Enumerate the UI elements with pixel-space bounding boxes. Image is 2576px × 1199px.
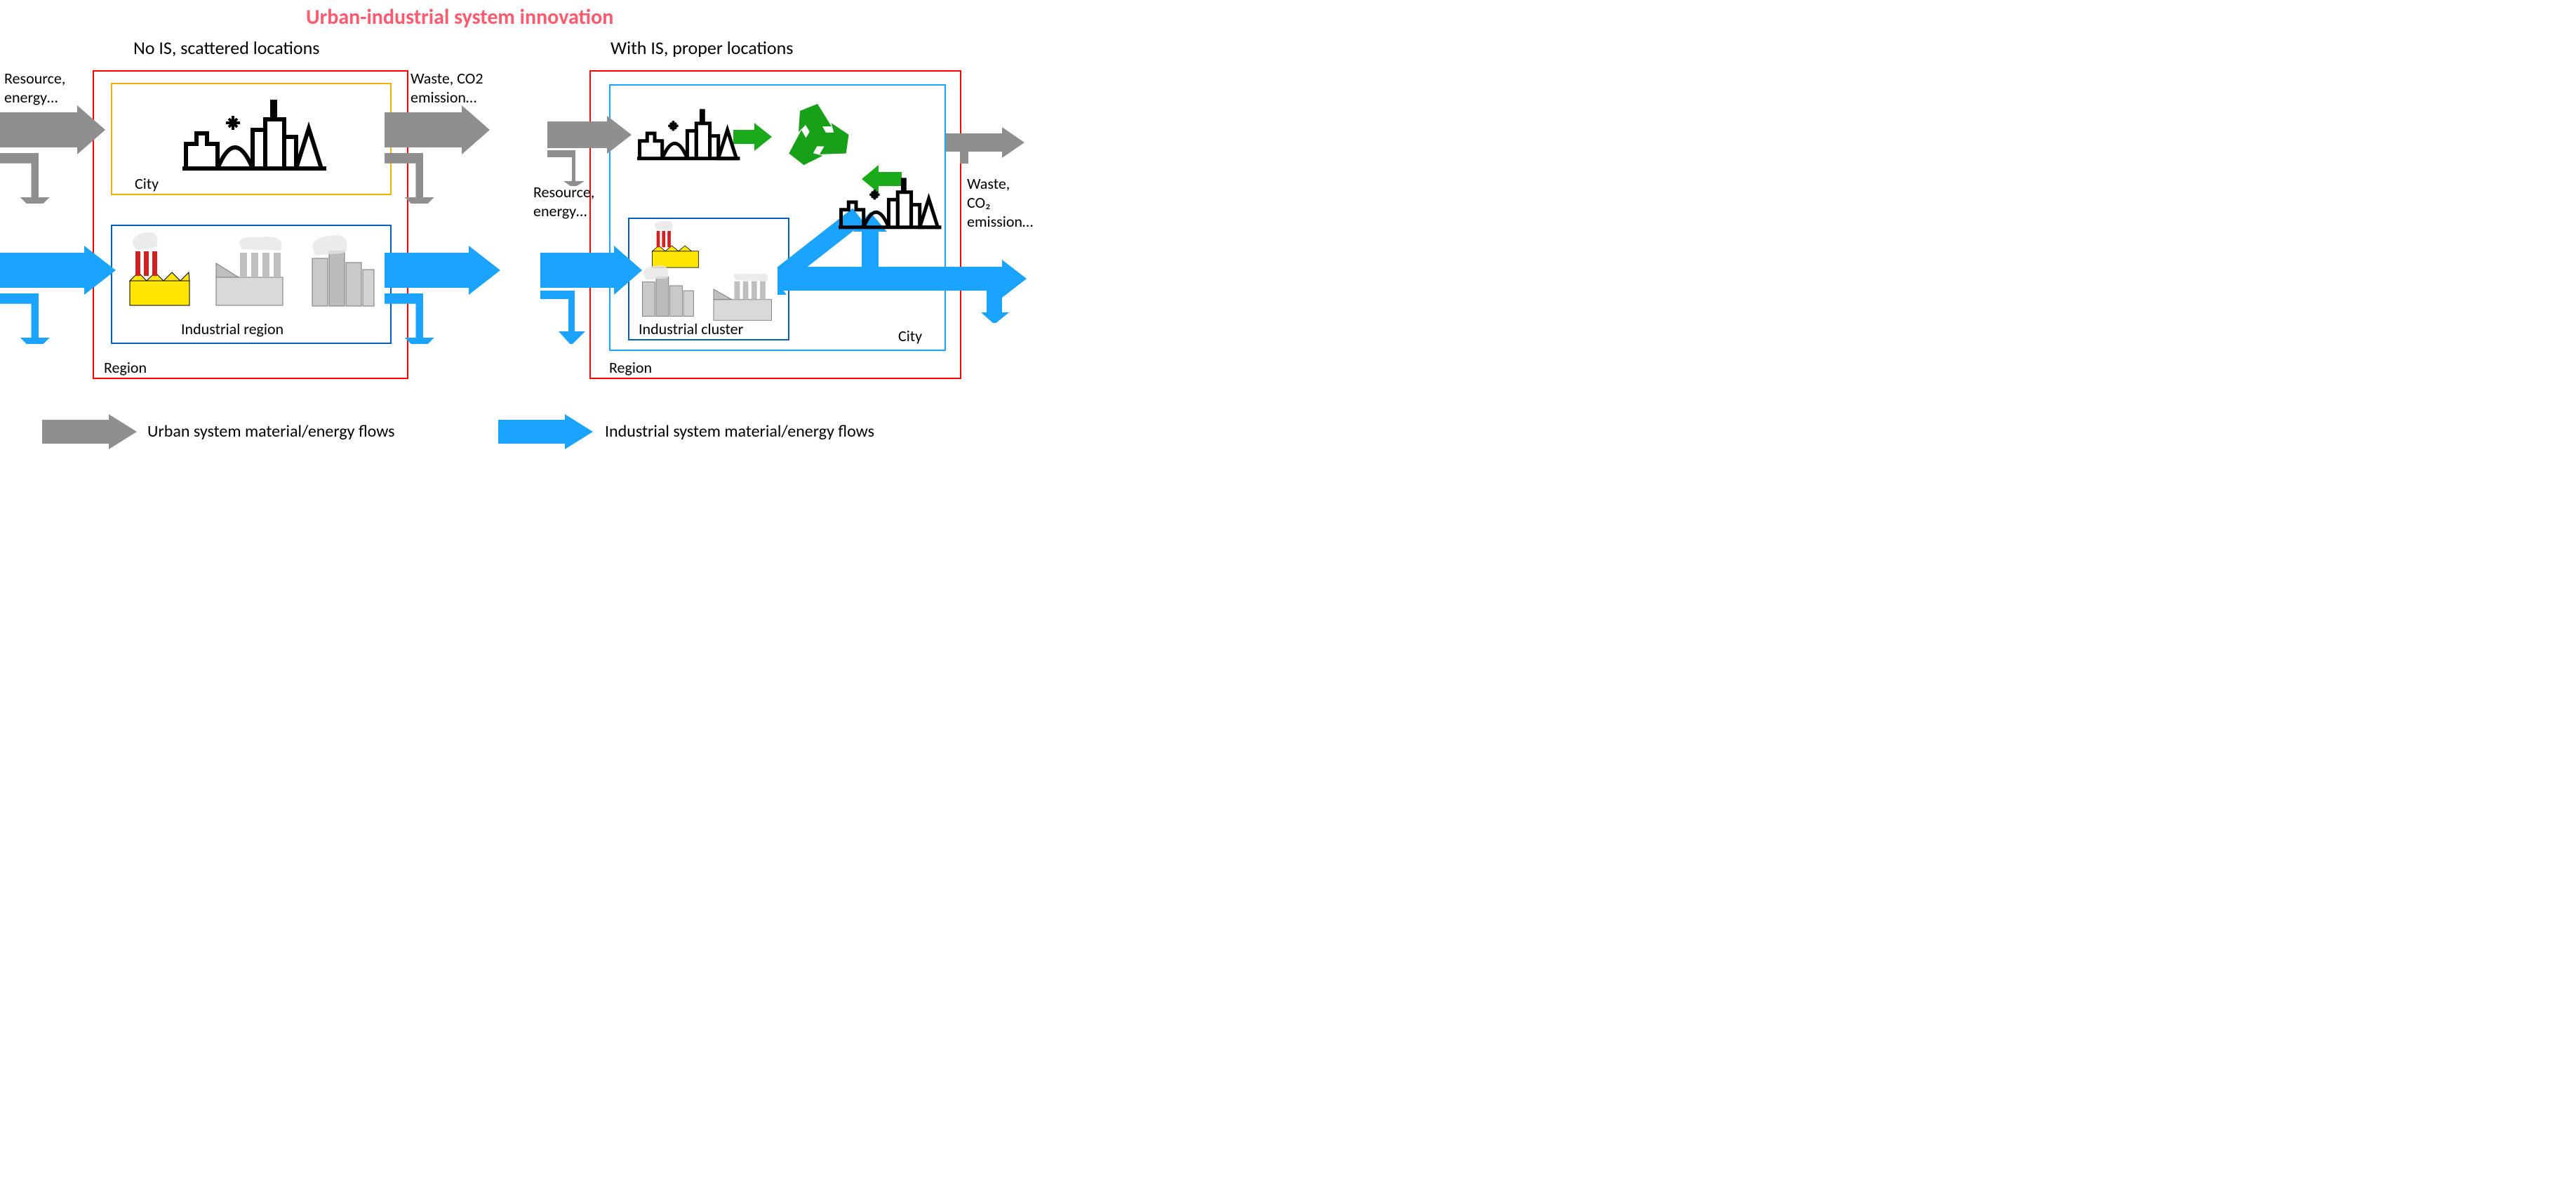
left-subtitle: No IS, scattered locations [133,37,319,59]
legend-industrial-arrow [498,414,596,449]
left-industrial-label: Industrial region [181,319,283,338]
right-factory-grey1-icon [635,263,705,319]
left-factory-grey2-icon [305,232,379,309]
main-title: Urban-industrial system innovation [306,4,613,30]
right-city-label: City [898,326,922,345]
left-blue-out-arrow [385,246,511,344]
right-factory-grey2-icon [709,274,779,323]
recycle-icon [779,98,856,175]
left-factory-grey1-icon [211,235,291,309]
left-resource-label: Resource, energy… [4,69,65,107]
right-skyline1-icon [637,105,742,161]
right-grey-out-arrow [946,125,1030,164]
left-grey-in-arrow [0,105,119,204]
legend-urban-arrow [42,414,140,449]
right-subtitle: With IS, proper locations [610,37,793,59]
legend-urban-label: Urban system material/energy flows [147,421,395,442]
right-region-label: Region [609,358,652,377]
right-grey-in-arrow [547,116,639,186]
legend-industrial-label: Industrial system material/energy flows [605,421,874,442]
left-region-label: Region [104,358,147,377]
left-city-label: City [135,174,159,193]
left-factory-yellow-icon [123,232,196,309]
right-resource-label: Resource, energy… [533,183,594,220]
left-skyline-icon [182,95,330,172]
left-blue-in-arrow [0,246,126,344]
right-skyline2-icon [839,174,944,230]
left-waste-label: Waste, CO2 emission… [411,69,483,107]
left-grey-out-arrow [385,105,504,204]
